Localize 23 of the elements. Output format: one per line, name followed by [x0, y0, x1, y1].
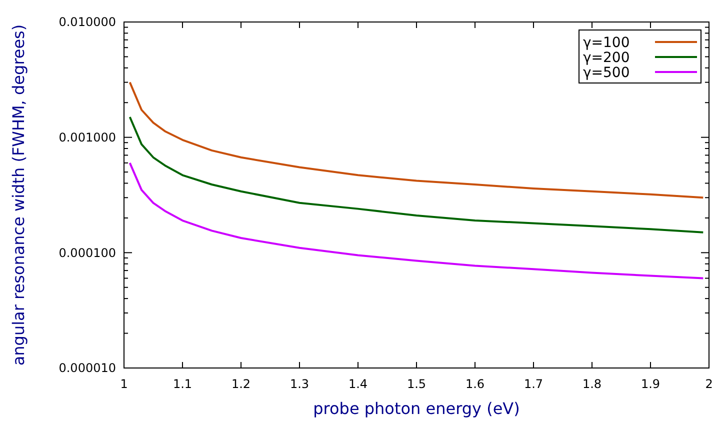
legend-label: γ=200 [583, 50, 630, 66]
legend-label: γ=500 [583, 64, 630, 81]
x-axis-title: probe photon energy (eV) [313, 399, 520, 418]
y-tick-label: 0.010000 [58, 15, 116, 30]
y-axis-title: angular resonance width (FWHM, degrees) [9, 24, 28, 366]
x-tick-label: 2 [705, 377, 713, 391]
x-tick-label: 1.9 [640, 377, 660, 391]
x-tick-label: 1.3 [290, 377, 310, 391]
x-tick-label: 1.1 [172, 377, 192, 391]
x-tick-label: 1.7 [524, 377, 544, 391]
x-tick-label: 1.4 [348, 377, 368, 391]
x-tick-label: 1.6 [465, 377, 485, 391]
y-tick-label: 0.000100 [58, 246, 116, 260]
x-tick-label: 1.5 [406, 377, 426, 391]
x-tick-label: 1.8 [582, 377, 602, 391]
line-series [128, 81, 704, 199]
line-series [128, 162, 704, 280]
y-tick-label: 0.001000 [58, 130, 116, 145]
legend-label: γ=100 [583, 34, 630, 51]
x-tick-label: 1 [120, 377, 128, 391]
line-series [128, 116, 704, 234]
y-tick-label: 0.000010 [58, 361, 116, 376]
x-tick-label: 1.2 [231, 377, 251, 391]
